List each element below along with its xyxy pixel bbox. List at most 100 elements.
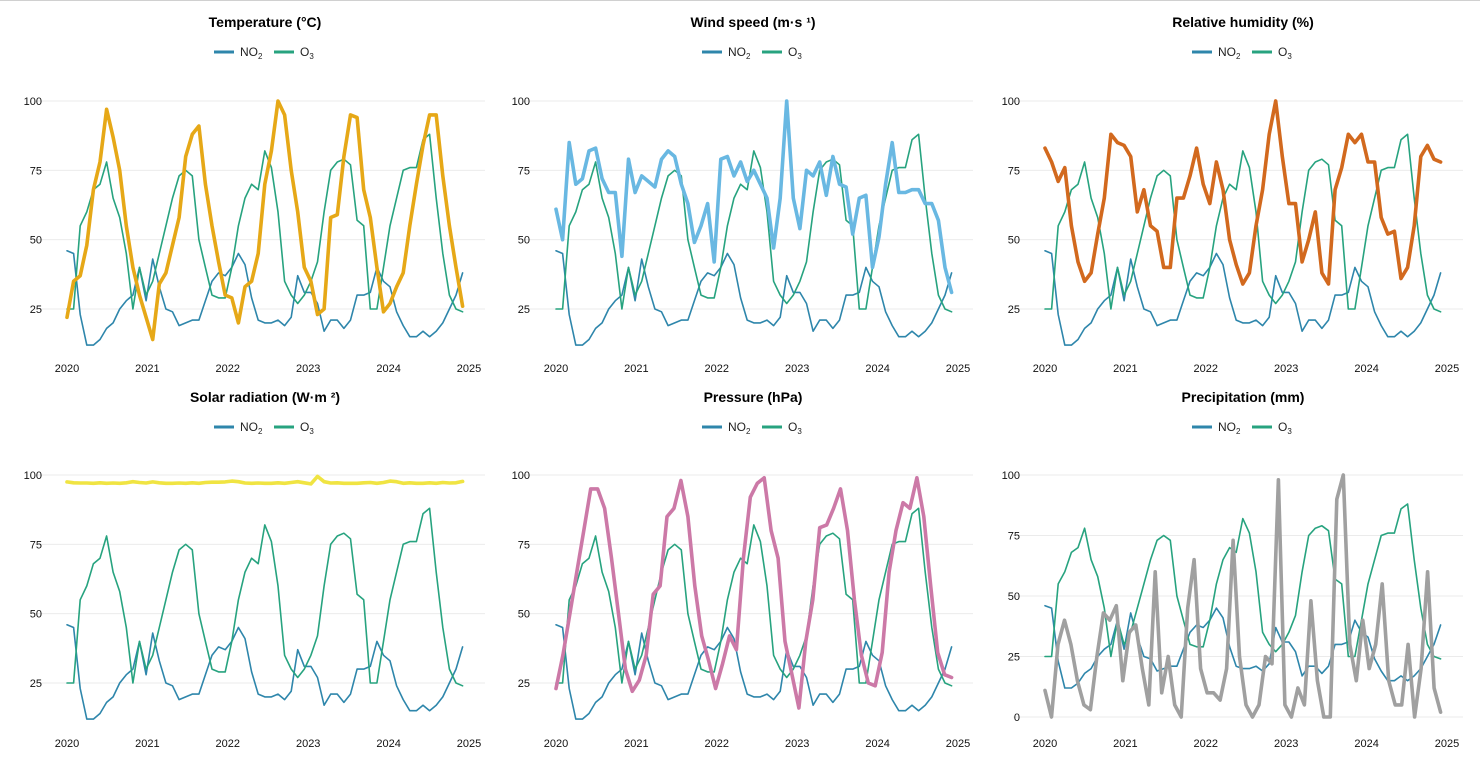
temperature-c-series-o3 <box>66 133 464 313</box>
temperature-c-ytick-50: 50 <box>30 235 42 247</box>
wind-speed-m-s-xtick-2022: 2022 <box>705 363 729 375</box>
temperature-c-series-no2 <box>66 250 464 346</box>
temperature-c-xtick-2022: 2022 <box>216 363 240 375</box>
wind-speed-m-s-ytick-100: 100 <box>512 96 530 108</box>
relative-humidity-series-variable <box>1043 99 1443 286</box>
wind-speed-m-s-svg: Wind speed (m·s ¹) NO2 O3 25 50 75 100 2020 2021… <box>512 14 973 375</box>
wind-speed-m-s-series-variable <box>554 99 954 295</box>
precipitation-mm-xtick-2024: 2024 <box>1354 738 1378 750</box>
pressure-hpa-xtick-2025: 2025 <box>946 738 970 750</box>
solar-radiation-w-m-xtick-2022: 2022 <box>216 738 240 750</box>
precipitation-mm-legend-label-o3: O3 <box>1278 420 1292 436</box>
solar-radiation-w-m-xtick-2020: 2020 <box>55 738 79 750</box>
panel-wind-speed: Wind speed (m·s ¹) NO2 O3 25 50 75 100 2020 2021… <box>488 0 978 375</box>
relative-humidity-xtick-2022: 2022 <box>1194 363 1218 375</box>
relative-humidity-series-no2 <box>1044 250 1442 346</box>
panel-temperature: Temperature (°C) NO2 O3 25 50 75 100 2020 2021 20… <box>0 0 490 375</box>
precipitation-mm-xtick-2023: 2023 <box>1274 738 1298 750</box>
panel-relative-humidity: Relative humidity (%) NO2 O3 25 50 75 100 2020 2… <box>978 0 1468 375</box>
temperature-c-xtick-2021: 2021 <box>135 363 159 375</box>
panel-solar-radiation: Solar radiation (W·m ²) NO2 O3 25 50 75 100 202… <box>0 375 490 750</box>
solar-radiation-w-m-series-o3 <box>66 507 464 687</box>
solar-radiation-w-m-ytick-75: 75 <box>30 539 42 551</box>
solar-radiation-w-m-series-no2 <box>66 624 464 720</box>
precipitation-mm-series-variable <box>1043 473 1443 719</box>
relative-humidity-ytick-50: 50 <box>1008 235 1020 247</box>
precipitation-mm-series-o3 <box>1044 503 1442 660</box>
relative-humidity-xtick-2021: 2021 <box>1113 363 1137 375</box>
pressure-hpa-series-variable <box>554 476 954 710</box>
pressure-hpa-xtick-2024: 2024 <box>865 738 889 750</box>
wind-speed-m-s-xtick-2024: 2024 <box>865 363 889 375</box>
solar-radiation-w-m-xtick-2024: 2024 <box>376 738 400 750</box>
pressure-hpa-xtick-2023: 2023 <box>785 738 809 750</box>
solar-radiation-w-m-xtick-2023: 2023 <box>296 738 320 750</box>
relative-humidity-ytick-100: 100 <box>1002 96 1020 108</box>
relative-humidity-xtick-2023: 2023 <box>1274 363 1298 375</box>
panel-pressure: Pressure (hPa) NO2 O3 25 50 75 100 2020 2021 2022… <box>488 375 978 750</box>
temperature-c-ytick-25: 25 <box>30 304 42 316</box>
wind-speed-m-s-ytick-25: 25 <box>518 304 530 316</box>
solar-radiation-w-m-series-variable <box>65 474 465 486</box>
temperature-c-ytick-100: 100 <box>24 96 42 108</box>
solar-radiation-w-m-legend-label-no2: NO2 <box>240 420 263 436</box>
wind-speed-m-s-xtick-2021: 2021 <box>624 363 648 375</box>
relative-humidity-xtick-2025: 2025 <box>1435 363 1459 375</box>
temperature-c-xtick-2024: 2024 <box>376 363 400 375</box>
relative-humidity-xtick-2020: 2020 <box>1033 363 1057 375</box>
relative-humidity-legend-label-o3: O3 <box>1278 45 1292 61</box>
precipitation-mm-title: Precipitation (mm) <box>1182 389 1305 405</box>
pressure-hpa-xtick-2020: 2020 <box>544 738 568 750</box>
wind-speed-m-s-xtick-2025: 2025 <box>946 363 970 375</box>
solar-radiation-w-m-xtick-2025: 2025 <box>457 738 481 750</box>
precipitation-mm-xtick-2020: 2020 <box>1033 738 1057 750</box>
precipitation-mm-svg: Precipitation (mm) NO2 O3 0 25 50 75 100 2020 202… <box>1002 389 1463 750</box>
precipitation-mm-ytick-75: 75 <box>1008 531 1020 543</box>
wind-speed-m-s-legend-label-no2: NO2 <box>728 45 751 61</box>
temperature-c-ytick-75: 75 <box>30 165 42 177</box>
relative-humidity-ytick-75: 75 <box>1008 165 1020 177</box>
relative-humidity-ytick-25: 25 <box>1008 304 1020 316</box>
temperature-c-xtick-2025: 2025 <box>457 363 481 375</box>
wind-speed-m-s-xtick-2020: 2020 <box>544 363 568 375</box>
pressure-hpa-series-o3 <box>555 507 953 687</box>
temperature-c-series-variable <box>65 99 465 342</box>
wind-speed-m-s-legend-label-o3: O3 <box>788 45 802 61</box>
precipitation-mm-xtick-2022: 2022 <box>1194 738 1218 750</box>
temperature-c-title: Temperature (°C) <box>209 14 322 30</box>
pressure-hpa-ytick-100: 100 <box>512 470 530 482</box>
precipitation-mm-ytick-50: 50 <box>1008 591 1020 603</box>
precipitation-mm-xtick-2025: 2025 <box>1435 738 1459 750</box>
wind-speed-m-s-ytick-50: 50 <box>518 235 530 247</box>
wind-speed-m-s-ytick-75: 75 <box>518 165 530 177</box>
relative-humidity-series-o3 <box>1044 133 1442 313</box>
relative-humidity-xtick-2024: 2024 <box>1354 363 1378 375</box>
solar-radiation-w-m-ytick-25: 25 <box>30 678 42 690</box>
precipitation-mm-ytick-100: 100 <box>1002 470 1020 482</box>
pressure-hpa-svg: Pressure (hPa) NO2 O3 25 50 75 100 2020 2021 2022… <box>512 389 973 750</box>
relative-humidity-title: Relative humidity (%) <box>1172 14 1314 30</box>
pressure-hpa-ytick-50: 50 <box>518 609 530 621</box>
temperature-c-legend-label-no2: NO2 <box>240 45 263 61</box>
pressure-hpa-xtick-2022: 2022 <box>705 738 729 750</box>
solar-radiation-w-m-svg: Solar radiation (W·m ²) NO2 O3 25 50 75 100 202… <box>24 389 485 750</box>
solar-radiation-w-m-ytick-100: 100 <box>24 470 42 482</box>
panel-precipitation: Precipitation (mm) NO2 O3 0 25 50 75 100 2020 202… <box>978 375 1468 750</box>
pressure-hpa-ytick-75: 75 <box>518 539 530 551</box>
solar-radiation-w-m-legend-label-o3: O3 <box>300 420 314 436</box>
pressure-hpa-legend-label-o3: O3 <box>788 420 802 436</box>
temperature-c-svg: Temperature (°C) NO2 O3 25 50 75 100 2020 2021 20… <box>24 14 485 375</box>
solar-radiation-w-m-xtick-2021: 2021 <box>135 738 159 750</box>
temperature-c-xtick-2020: 2020 <box>55 363 79 375</box>
wind-speed-m-s-xtick-2023: 2023 <box>785 363 809 375</box>
precipitation-mm-ytick-0: 0 <box>1014 712 1020 724</box>
temperature-c-xtick-2023: 2023 <box>296 363 320 375</box>
solar-radiation-w-m-ytick-50: 50 <box>30 609 42 621</box>
relative-humidity-legend-label-no2: NO2 <box>1218 45 1241 61</box>
pressure-hpa-series-no2 <box>555 624 953 720</box>
pressure-hpa-title: Pressure (hPa) <box>704 389 803 405</box>
top-border <box>0 0 1480 1</box>
precipitation-mm-ytick-25: 25 <box>1008 652 1020 664</box>
precipitation-mm-xtick-2021: 2021 <box>1113 738 1137 750</box>
precipitation-mm-legend-label-no2: NO2 <box>1218 420 1241 436</box>
